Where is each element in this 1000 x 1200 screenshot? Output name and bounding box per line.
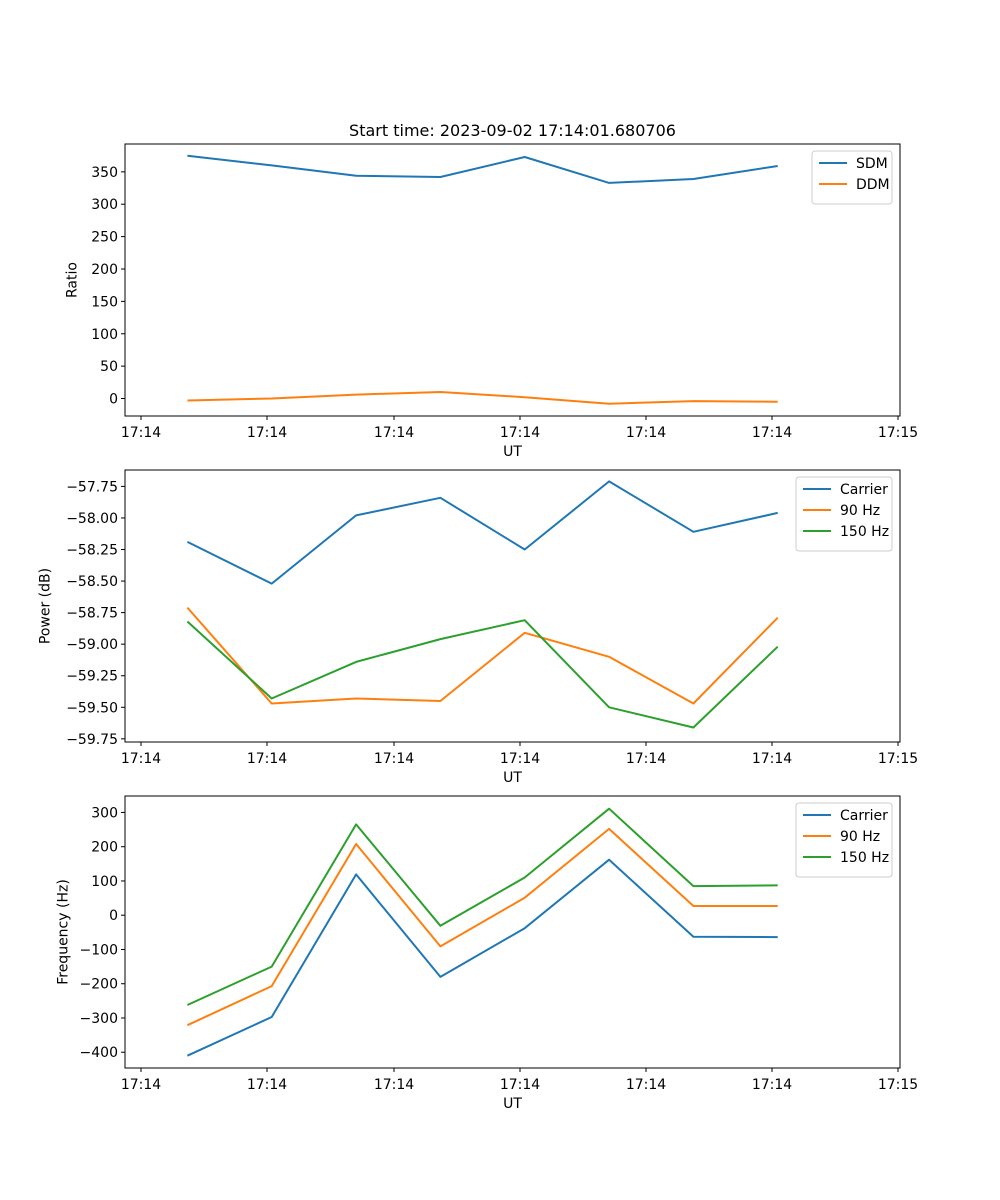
- x-tick-label: 17:14: [121, 425, 161, 441]
- x-tick-label: 17:14: [626, 425, 666, 441]
- x-tick-label: 17:14: [500, 751, 540, 767]
- x-tick-label: 17:14: [752, 751, 792, 767]
- x-tick-label: 17:14: [752, 1077, 792, 1093]
- legend-label: 150 Hz: [840, 850, 889, 866]
- x-tick-label: 17:14: [247, 425, 287, 441]
- y-tick-label: 200: [91, 262, 118, 278]
- legend: Carrier 90 Hz 150 Hz: [795, 802, 893, 878]
- x-tick-label: 17:15: [878, 1077, 918, 1093]
- x-tick-label: 17:14: [374, 751, 414, 767]
- x-tick-label: 17:14: [626, 1077, 666, 1093]
- legend-frame: [795, 802, 893, 878]
- y-tick-label: −100: [80, 942, 118, 958]
- chart-panel-1: Start time: 2023-09-02 17:14:01.680706 17…: [64, 121, 918, 460]
- y-tick-label: 100: [91, 327, 118, 343]
- y-tick-label: −58.50: [66, 574, 118, 590]
- legend-label: Carrier: [840, 808, 888, 824]
- x-tick-label: 17:14: [374, 425, 414, 441]
- legend-label: 90 Hz: [840, 829, 880, 845]
- axes-frame: [124, 469, 901, 743]
- series-line-150-hz: [186, 807, 778, 1006]
- x-tick-label: 17:14: [374, 1077, 414, 1093]
- y-tick-label: −400: [80, 1045, 118, 1061]
- y-tick-label: −58.00: [66, 511, 118, 527]
- x-axis-label: UT: [503, 1096, 522, 1112]
- x-tick-label: 17:15: [878, 425, 918, 441]
- x-tick-label: 17:14: [626, 751, 666, 767]
- x-tick-label: 17:14: [500, 425, 540, 441]
- x-tick-label: 17:14: [121, 751, 161, 767]
- series-line-90-hz: [186, 827, 778, 1027]
- y-axis-label: Power (dB): [38, 568, 54, 644]
- chart-panel-2: 17:14 17:14 17:14 17:14 17:14 17:14 17:15 −59.7…: [38, 469, 918, 786]
- y-tick-label: −200: [80, 977, 118, 993]
- series-line-90-hz: [186, 606, 779, 705]
- y-tick-label: 200: [91, 840, 118, 856]
- x-tick-label: 17:14: [247, 1077, 287, 1093]
- chart-title: Start time: 2023-09-02 17:14:01.680706: [349, 121, 676, 140]
- x-tick-label: 17:14: [752, 425, 792, 441]
- y-tick-label: 300: [91, 805, 118, 821]
- axes-frame: [124, 795, 901, 1069]
- x-axis-label: UT: [503, 444, 522, 460]
- x-axis-label: UT: [503, 770, 522, 786]
- legend-frame: [811, 150, 893, 205]
- y-tick-label: 150: [91, 294, 118, 310]
- legend-label: Carrier: [840, 482, 888, 498]
- series-line-carrier: [186, 480, 778, 585]
- x-tick-label: 17:14: [247, 751, 287, 767]
- y-tick-label: −59.25: [66, 669, 118, 685]
- x-tick-label: 17:14: [500, 1077, 540, 1093]
- legend-frame: [795, 476, 893, 552]
- y-tick-label: 0: [109, 908, 118, 924]
- y-tick-label: 250: [91, 230, 118, 246]
- y-tick-label: −58.75: [66, 606, 118, 622]
- legend-label: 150 Hz: [840, 524, 889, 540]
- y-tick-label: −57.75: [66, 479, 118, 495]
- chart-panel-3: 17:14 17:14 17:14 17:14 17:14 17:14 17:15 −400 −…: [55, 795, 918, 1112]
- x-tick-label: 17:15: [878, 751, 918, 767]
- legend-label: 90 Hz: [840, 503, 880, 519]
- y-tick-label: −59.00: [66, 637, 118, 653]
- y-tick-label: 0: [109, 392, 118, 408]
- y-tick-label: 50: [100, 359, 118, 375]
- axes-frame: [124, 143, 901, 417]
- series-line-ddm: [187, 391, 778, 405]
- y-axis-label: Ratio: [64, 262, 80, 298]
- series-line-150-hz: [186, 619, 779, 729]
- y-tick-label: 100: [91, 874, 118, 890]
- y-tick-label: −300: [80, 1011, 118, 1027]
- legend-label: DDM: [856, 177, 890, 193]
- x-tick-label: 17:14: [121, 1077, 161, 1093]
- y-axis-label: Frequency (Hz): [55, 879, 71, 985]
- y-tick-label: −59.75: [66, 732, 118, 748]
- series-line-carrier: [186, 858, 778, 1057]
- y-tick-label: 300: [91, 197, 118, 213]
- legend: Carrier 90 Hz 150 Hz: [795, 476, 893, 552]
- legend-label: SDM: [856, 156, 888, 172]
- y-tick-label: −58.25: [66, 543, 118, 559]
- legend: SDM DDM: [811, 150, 893, 205]
- y-tick-label: 350: [91, 165, 118, 181]
- y-tick-label: −59.50: [66, 700, 118, 716]
- series-line-sdm: [187, 154, 778, 184]
